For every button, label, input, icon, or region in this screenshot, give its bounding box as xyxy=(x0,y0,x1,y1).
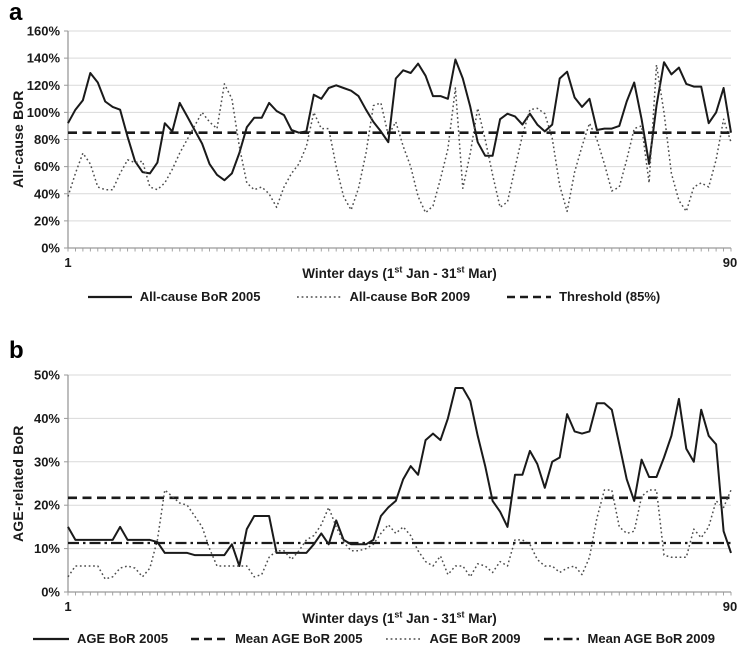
x-tick-label: 1 xyxy=(64,599,71,614)
superscript-st: st xyxy=(394,264,403,275)
series-line-age-bor-2005 xyxy=(67,387,732,567)
x-tick-label: 1 xyxy=(64,255,71,270)
solid-line-sample-icon xyxy=(33,637,70,640)
y-tick-label: 30% xyxy=(34,454,60,469)
panel-a-x-axis-title: Winter days (1st Jan - 31st Mar) xyxy=(68,264,731,281)
panel-a-legend: All-cause BoR 2005 All-cause BoR 2009 Th… xyxy=(14,289,733,304)
x-tick-label: 90 xyxy=(723,599,737,614)
x-axis-title-text: Jan - 31 xyxy=(402,266,457,281)
y-tick-label: 20% xyxy=(34,213,60,228)
legend-label: Mean AGE BoR 2005 xyxy=(235,631,363,646)
y-tick-label: 140% xyxy=(27,51,61,66)
legend-item-mean-age-2005: Mean AGE BoR 2005 xyxy=(190,631,363,646)
legend-item-age-2005: AGE BoR 2005 xyxy=(32,631,168,646)
y-tick-label: 40% xyxy=(34,186,60,201)
legend-label: All-cause BoR 2005 xyxy=(139,289,261,304)
superscript-st: st xyxy=(456,264,465,275)
y-tick-label: 10% xyxy=(34,541,60,556)
panel-b-legend: AGE BoR 2005 Mean AGE BoR 2005 AGE BoR 2… xyxy=(14,631,733,646)
superscript-st: st xyxy=(456,609,465,620)
y-tick-label: 0% xyxy=(41,241,60,256)
legend-label: AGE BoR 2009 xyxy=(429,631,521,646)
solid-line-sample-icon xyxy=(87,295,132,298)
panel-a-letter: a xyxy=(9,0,23,26)
legend-item-all-cause-2009: All-cause BoR 2009 xyxy=(296,289,470,304)
dashdot-line-sample-icon xyxy=(543,637,580,640)
x-axis-title-text: Winter days (1 xyxy=(302,611,395,626)
legend-item-threshold: Threshold (85%) xyxy=(506,289,660,304)
x-axis-title-text: Jan - 31 xyxy=(402,611,457,626)
dashed-line-sample-icon xyxy=(507,295,552,298)
panel-a-y-axis-title: All-cause BoR xyxy=(10,90,26,189)
panel-b-letter: b xyxy=(9,337,24,364)
series-line-all-cause-bor-2009 xyxy=(67,64,732,214)
x-axis-title-text: Mar) xyxy=(464,611,497,626)
series-line-all-cause-bor-2005 xyxy=(67,58,732,182)
dotted-line-sample-icon xyxy=(385,637,422,640)
dashed-line-sample-icon xyxy=(191,637,228,640)
dotted-line-sample-icon xyxy=(297,295,342,298)
y-tick-label: 120% xyxy=(27,78,61,93)
legend-item-age-2009: AGE BoR 2009 xyxy=(385,631,521,646)
y-tick-label: 0% xyxy=(41,585,60,600)
x-tick-label: 90 xyxy=(723,255,737,270)
x-axis-title-text: Winter days (1 xyxy=(302,266,395,281)
y-tick-label: 20% xyxy=(34,498,60,513)
x-axis-title-text: Mar) xyxy=(464,266,497,281)
y-tick-label: 50% xyxy=(34,368,60,383)
legend-label: AGE BoR 2005 xyxy=(77,631,169,646)
y-tick-label: 100% xyxy=(27,105,61,120)
legend-item-mean-age-2009: Mean AGE BoR 2009 xyxy=(543,631,715,646)
superscript-st: st xyxy=(394,609,403,620)
panel-b-x-axis-title: Winter days (1st Jan - 31st Mar) xyxy=(68,609,731,626)
legend-item-all-cause-2005: All-cause BoR 2005 xyxy=(87,289,261,304)
y-tick-label: 160% xyxy=(27,24,61,39)
y-tick-label: 60% xyxy=(34,159,60,174)
y-tick-label: 40% xyxy=(34,411,60,426)
y-tick-label: 80% xyxy=(34,132,60,147)
legend-label: Threshold (85%) xyxy=(559,289,661,304)
legend-label: All-cause BoR 2009 xyxy=(349,289,471,304)
series-line-age-bor-2009 xyxy=(67,489,732,580)
legend-label: Mean AGE BoR 2009 xyxy=(587,631,715,646)
panel-b-y-axis-title: AGE-related BoR xyxy=(10,425,26,542)
